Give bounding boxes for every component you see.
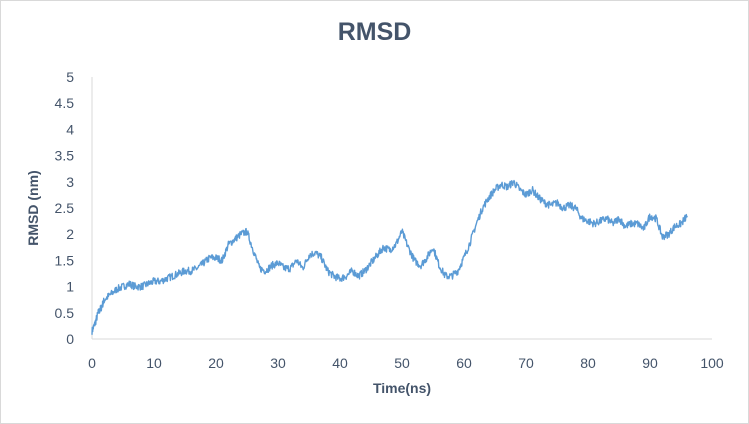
- x-axis-title: Time(ns): [373, 380, 431, 396]
- y-tick-label: 1.5: [55, 252, 75, 268]
- y-tick-labels: 0 0.5 1 1.5 2 2.5 3 3.5 4 4.5 5: [55, 69, 75, 347]
- rmsd-series-line: [91, 179, 688, 335]
- y-tick-label: 0: [66, 331, 74, 347]
- y-axis-title: RMSD (nm): [25, 170, 41, 245]
- chart-title: RMSD: [337, 18, 412, 46]
- y-tick-label: 3: [66, 174, 74, 190]
- y-tick-label: 2: [66, 226, 74, 242]
- y-tick-label: 1: [66, 279, 74, 295]
- x-tick-label: 90: [642, 355, 658, 371]
- x-tick-label: 40: [332, 355, 348, 371]
- x-tick-label: 100: [700, 355, 724, 371]
- x-tick-label: 30: [270, 355, 286, 371]
- y-tick-label: 4.5: [55, 95, 75, 111]
- x-tick-label: 20: [208, 355, 224, 371]
- y-tick-label: 5: [66, 69, 74, 85]
- x-tick-label: 70: [518, 355, 534, 371]
- axes: [91, 77, 712, 340]
- y-tick-label: 3.5: [55, 148, 75, 164]
- x-tick-label: 10: [146, 355, 162, 371]
- x-tick-label: 0: [88, 355, 96, 371]
- y-tick-label: 0.5: [55, 305, 75, 321]
- x-tick-labels: 0 10 20 30 40 50 60 70 80 90 100: [88, 355, 724, 371]
- y-tick-label: 4: [66, 121, 74, 137]
- x-tick-label: 80: [580, 355, 596, 371]
- y-tick-label: 2.5: [55, 200, 75, 216]
- x-tick-label: 50: [394, 355, 410, 371]
- x-tick-label: 60: [456, 355, 472, 371]
